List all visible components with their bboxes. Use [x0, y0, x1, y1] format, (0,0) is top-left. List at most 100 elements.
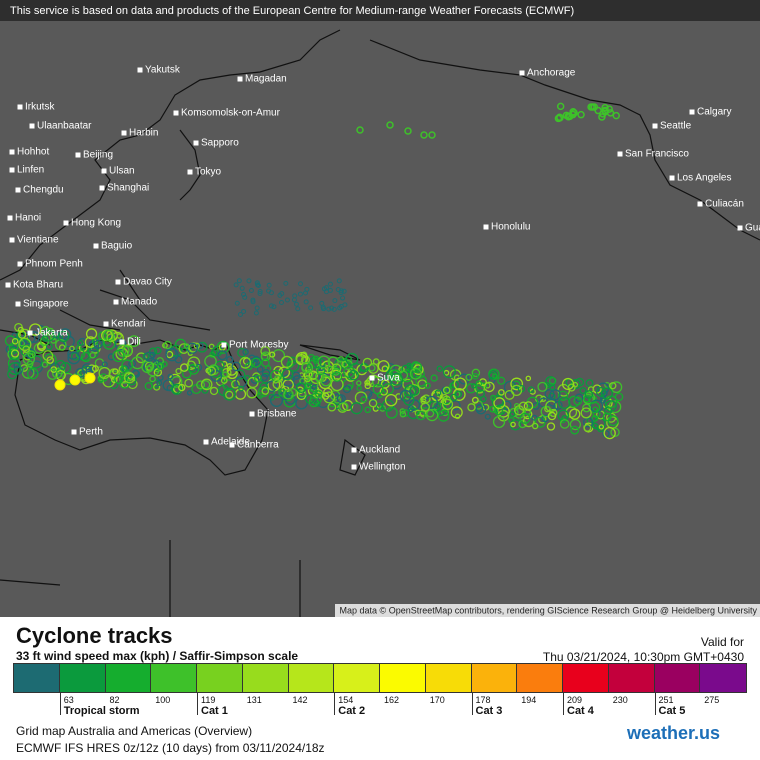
- track-point: [183, 343, 190, 349]
- track-point: [442, 386, 451, 395]
- track-point: [558, 396, 571, 409]
- track-point: [10, 349, 20, 358]
- track-point: [591, 422, 599, 429]
- track-point: [610, 381, 623, 394]
- track-point: [234, 300, 240, 306]
- track-point: [471, 368, 481, 378]
- city-label: Harbin: [129, 128, 158, 139]
- track-point: [260, 346, 271, 357]
- track-point: [201, 386, 209, 394]
- track-point: [490, 394, 497, 401]
- track-point: [450, 406, 463, 419]
- threshold-label: 275: [704, 695, 720, 705]
- city-label: Hanoi: [15, 213, 41, 224]
- track-point: [18, 337, 32, 351]
- city-marker: [737, 225, 743, 231]
- track-point: [22, 345, 30, 354]
- valid-label: Valid for: [700, 635, 744, 649]
- track-point: [156, 357, 164, 365]
- track-point: [278, 388, 287, 397]
- track-point: [297, 291, 303, 297]
- scale-cell: [699, 663, 747, 693]
- city-label: Calgary: [697, 107, 731, 118]
- city-label: Sapporo: [201, 138, 239, 149]
- track-point: [293, 301, 299, 307]
- track-point: [350, 402, 363, 415]
- track-point: [414, 409, 422, 417]
- track-point: [523, 401, 534, 411]
- scale-cell: [607, 663, 656, 693]
- threshold-label: 209: [567, 695, 583, 705]
- track-point: [335, 287, 341, 293]
- category-label: Cat 5: [658, 705, 686, 717]
- track-point: [114, 338, 127, 351]
- track-point: [478, 378, 487, 387]
- track-point: [585, 379, 594, 387]
- track-point: [441, 398, 454, 410]
- track-point: [379, 378, 386, 385]
- city-marker: [121, 130, 127, 136]
- scale-cell: [150, 663, 198, 693]
- track-point: [231, 379, 240, 389]
- track-point: [11, 337, 19, 345]
- city-label: Phnom Penh: [25, 259, 83, 270]
- track-point: [360, 396, 367, 403]
- track-point: [261, 358, 270, 367]
- track-point: [210, 369, 223, 382]
- track-point: [98, 366, 111, 380]
- track-point: [372, 383, 384, 395]
- track-point: [256, 366, 264, 373]
- track-point: [559, 419, 570, 429]
- track-point: [476, 389, 485, 398]
- track-point: [78, 343, 88, 353]
- track-point: [566, 112, 574, 121]
- city-label: Shanghai: [107, 183, 149, 194]
- track-point: [612, 111, 620, 120]
- city-marker: [63, 220, 69, 226]
- track-point: [607, 415, 619, 427]
- track-point: [241, 291, 247, 297]
- track-point: [144, 351, 155, 362]
- track-point: [583, 424, 592, 432]
- track-point: [259, 382, 269, 392]
- track-point: [287, 360, 300, 372]
- track-point: [549, 384, 556, 391]
- track-point: [314, 390, 323, 398]
- category-label: Tropical storm: [63, 705, 140, 717]
- track-point: [557, 390, 569, 401]
- track-point: [85, 328, 98, 340]
- track-point: [519, 412, 531, 424]
- city-marker: [9, 167, 15, 173]
- city-marker: [7, 215, 13, 221]
- track-point: [178, 343, 190, 354]
- track-point: [200, 378, 213, 391]
- category-divider: [197, 693, 198, 715]
- track-point: [588, 103, 597, 111]
- legend-panel: Cyclone tracks 33 ft wind speed max (kph…: [0, 617, 760, 760]
- track-point: [93, 339, 103, 349]
- track-point: [605, 400, 617, 412]
- track-point: [547, 411, 557, 421]
- subtitle: 33 ft wind speed max (kph) / Saffir-Simp…: [16, 649, 299, 663]
- track-point: [257, 291, 263, 297]
- track-point: [409, 385, 420, 396]
- header-notice: This service is based on data and produc…: [10, 5, 574, 17]
- city-label: Adelaide: [211, 437, 250, 448]
- track-point: [525, 375, 532, 382]
- track-point: [561, 377, 575, 391]
- track-point: [165, 348, 179, 362]
- track-point: [436, 365, 443, 372]
- category-label: Cat 3: [475, 705, 503, 717]
- threshold-label: 63: [63, 695, 74, 705]
- track-point: [498, 389, 505, 396]
- track-point: [409, 367, 422, 380]
- city-label: Kota Bharu: [13, 280, 63, 291]
- city-marker: [17, 261, 23, 267]
- city-label: Beijing: [83, 150, 113, 161]
- track-point: [411, 362, 423, 374]
- track-point: [366, 374, 380, 388]
- track-point: [222, 387, 237, 401]
- track-point: [286, 360, 294, 369]
- cities: Yakutsk Magadan Anchorage Irkutsk Ulaanbaata…: [5, 65, 760, 473]
- category-divider: [471, 693, 473, 715]
